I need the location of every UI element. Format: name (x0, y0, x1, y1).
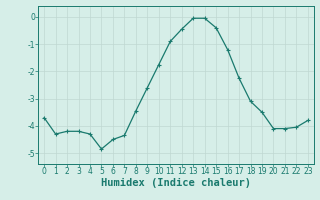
X-axis label: Humidex (Indice chaleur): Humidex (Indice chaleur) (101, 178, 251, 188)
